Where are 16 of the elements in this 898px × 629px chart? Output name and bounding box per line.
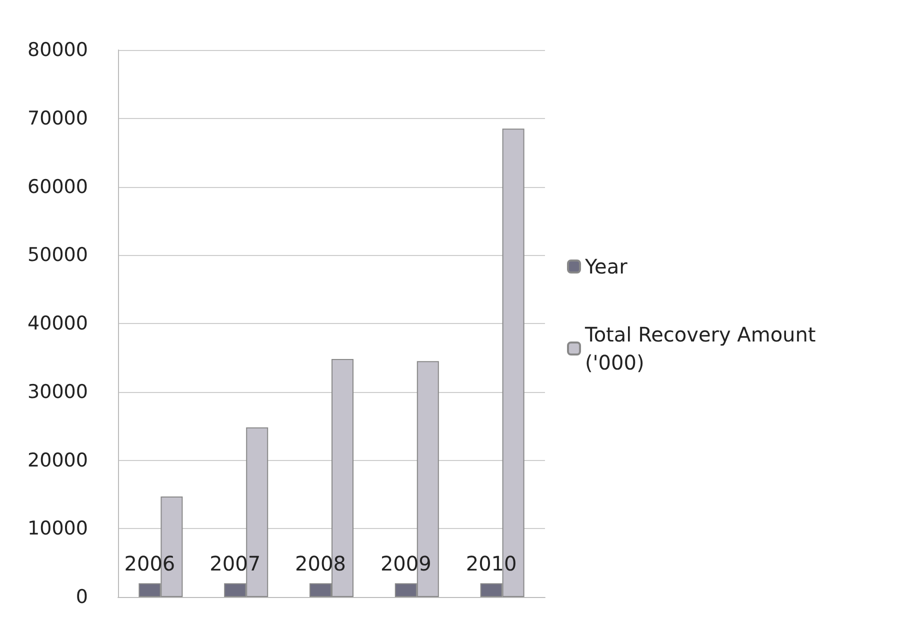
- y-tick-label: 10000: [28, 518, 88, 540]
- y-tick-label: 0: [76, 586, 88, 608]
- y-tick-label: 40000: [28, 312, 88, 334]
- legend-label: Year: [584, 254, 628, 278]
- legend-label: Total Recovery Amount ('000): [584, 322, 822, 374]
- y-tick-label: 20000: [28, 449, 88, 472]
- data-label: 2009: [380, 551, 432, 576]
- y-tick-label: 50000: [28, 244, 88, 266]
- data-label: 2008: [295, 551, 346, 576]
- data-label: 2006: [124, 551, 176, 576]
- data-label: 2007: [210, 551, 261, 576]
- y-tick-label: 30000: [28, 380, 88, 403]
- y-tick-label: 60000: [28, 176, 88, 198]
- y-tick-label: 70000: [28, 107, 88, 130]
- data-label: 2010: [466, 551, 517, 576]
- y-tick-label: 80000: [28, 39, 88, 61]
